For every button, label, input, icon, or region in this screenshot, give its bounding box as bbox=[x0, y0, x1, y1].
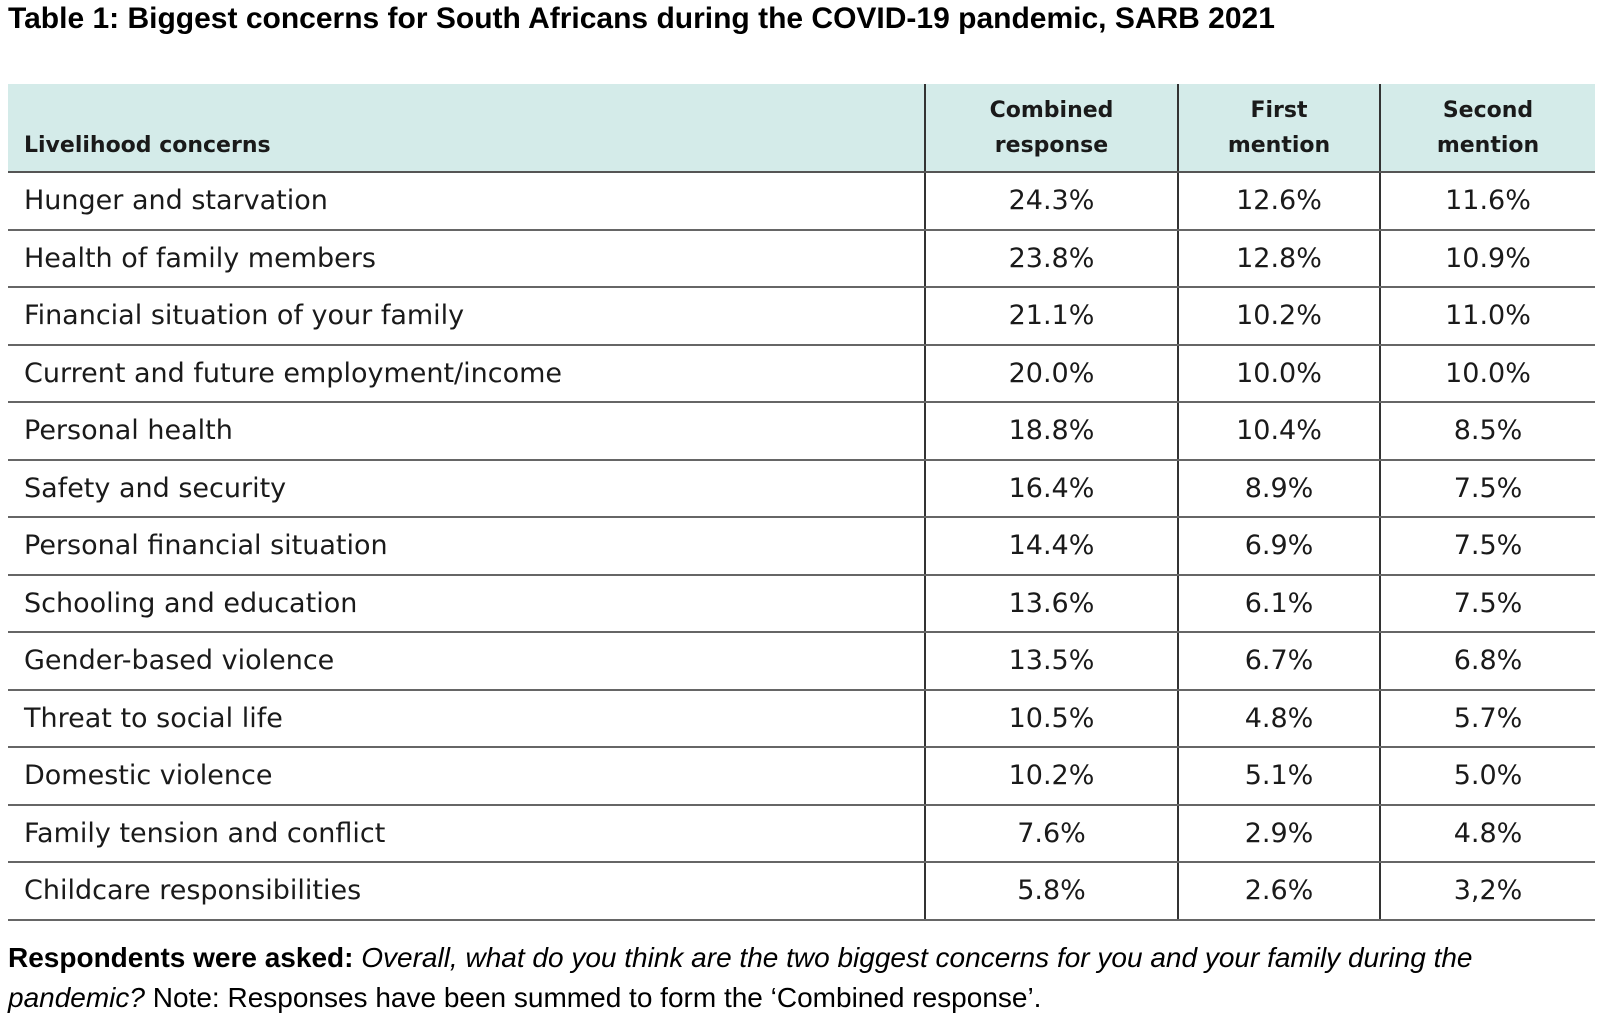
first-mention-cell: 10.4% bbox=[1177, 402, 1380, 461]
concern-cell: Personal health bbox=[8, 402, 925, 461]
second-mention-cell: 10.9% bbox=[1379, 229, 1595, 288]
combined-response-cell: 10.5% bbox=[924, 689, 1178, 748]
first-mention-cell: 12.8% bbox=[1177, 229, 1380, 288]
table-title: Table 1: Biggest concerns for South Afri… bbox=[8, 2, 1275, 35]
concern-cell: Hunger and starvation bbox=[8, 172, 925, 231]
concern-cell: Safety and security bbox=[8, 459, 925, 518]
combined-response-cell: 23.8% bbox=[924, 229, 1178, 288]
second-mention-cell: 7.5% bbox=[1379, 574, 1595, 633]
concern-cell: Domestic violence bbox=[8, 747, 925, 806]
table-row: Health of family members 23.8% 12.8% 10.9% bbox=[8, 229, 1595, 288]
header-line: Livelihood concerns bbox=[24, 133, 271, 158]
second-mention-cell: 10.0% bbox=[1379, 344, 1595, 403]
combined-response-cell: 7.6% bbox=[924, 804, 1178, 863]
table-row: Personal financial situation 14.4% 6.9% 7.5… bbox=[8, 517, 1595, 576]
table-row: Domestic violence 10.2% 5.1% 5.0% bbox=[8, 747, 1595, 806]
combined-response-cell: 13.6% bbox=[924, 574, 1178, 633]
first-mention-cell: 6.7% bbox=[1177, 632, 1380, 691]
header-line: Combined bbox=[989, 97, 1114, 123]
header-livelihood-concerns: Livelihood concerns bbox=[8, 84, 925, 173]
table-row: Childcare responsibilities 5.8% 2.6% 3,2% bbox=[8, 862, 1595, 921]
table-row: Personal health 18.8% 10.4% 8.5% bbox=[8, 402, 1595, 461]
header-line: First bbox=[1250, 97, 1308, 123]
table-header: Livelihood concerns Combined response Fi… bbox=[8, 84, 1595, 173]
second-mention-cell: 5.7% bbox=[1379, 689, 1595, 748]
second-mention-cell: 5.0% bbox=[1379, 747, 1595, 806]
concern-cell: Health of family members bbox=[8, 229, 925, 288]
concern-cell: Financial situation of your family bbox=[8, 287, 925, 346]
header-line: mention bbox=[1436, 132, 1540, 158]
combined-response-cell: 18.8% bbox=[924, 402, 1178, 461]
note-lead: Respondents were asked: bbox=[8, 942, 354, 973]
table-row: Safety and security 16.4% 8.9% 7.5% bbox=[8, 459, 1595, 518]
concern-cell: Schooling and education bbox=[8, 574, 925, 633]
first-mention-cell: 4.8% bbox=[1177, 689, 1380, 748]
second-mention-cell: 7.5% bbox=[1379, 517, 1595, 576]
first-mention-cell: 10.0% bbox=[1177, 344, 1380, 403]
concern-cell: Childcare responsibilities bbox=[8, 862, 925, 921]
second-mention-cell: 7.5% bbox=[1379, 459, 1595, 518]
concern-cell: Threat to social life bbox=[8, 689, 925, 748]
respondents-note: Respondents were asked: Overall, what do… bbox=[8, 938, 1598, 1018]
second-mention-cell: 6.8% bbox=[1379, 632, 1595, 691]
first-mention-cell: 2.6% bbox=[1177, 862, 1380, 921]
table-row: Threat to social life 10.5% 4.8% 5.7% bbox=[8, 689, 1595, 748]
table-row: Family tension and conflict 7.6% 2.9% 4.8% bbox=[8, 804, 1595, 863]
table-row: Hunger and starvation 24.3% 12.6% 11.6% bbox=[8, 172, 1595, 231]
concerns-table: Livelihood concerns Combined response Fi… bbox=[8, 84, 1595, 921]
second-mention-cell: 3,2% bbox=[1379, 862, 1595, 921]
combined-response-cell: 24.3% bbox=[924, 172, 1178, 231]
first-mention-cell: 10.2% bbox=[1177, 287, 1380, 346]
table-body: Hunger and starvation 24.3% 12.6% 11.6% Heal… bbox=[8, 172, 1595, 921]
combined-response-cell: 10.2% bbox=[924, 747, 1178, 806]
concern-cell: Gender-based violence bbox=[8, 632, 925, 691]
second-mention-cell: 8.5% bbox=[1379, 402, 1595, 461]
header-first-mention: First mention bbox=[1177, 84, 1380, 173]
first-mention-cell: 6.9% bbox=[1177, 517, 1380, 576]
second-mention-cell: 11.0% bbox=[1379, 287, 1595, 346]
first-mention-cell: 2.9% bbox=[1177, 804, 1380, 863]
second-mention-cell: 4.8% bbox=[1379, 804, 1595, 863]
header-combined-response: Combined response bbox=[924, 84, 1178, 173]
table-row: Current and future employment/income 20.0… bbox=[8, 344, 1595, 403]
header-line: Second bbox=[1442, 97, 1534, 123]
table-row: Schooling and education 13.6% 6.1% 7.5% bbox=[8, 574, 1595, 633]
note-question: Overall, what do you think are the two b… bbox=[8, 942, 1473, 1013]
concern-cell: Personal financial situation bbox=[8, 517, 925, 576]
note-text: Note: Responses have been summed to form… bbox=[152, 982, 1042, 1013]
concern-cell: Family tension and conflict bbox=[8, 804, 925, 863]
first-mention-cell: 6.1% bbox=[1177, 574, 1380, 633]
combined-response-cell: 16.4% bbox=[924, 459, 1178, 518]
combined-response-cell: 13.5% bbox=[924, 632, 1178, 691]
first-mention-cell: 8.9% bbox=[1177, 459, 1380, 518]
table-row: Financial situation of your family 21.1% 1… bbox=[8, 287, 1595, 346]
table-row: Gender-based violence 13.5% 6.7% 6.8% bbox=[8, 632, 1595, 691]
combined-response-cell: 5.8% bbox=[924, 862, 1178, 921]
header-line: mention bbox=[1227, 132, 1331, 158]
second-mention-cell: 11.6% bbox=[1379, 172, 1595, 231]
combined-response-cell: 21.1% bbox=[924, 287, 1178, 346]
combined-response-cell: 14.4% bbox=[924, 517, 1178, 576]
header-line: response bbox=[994, 132, 1109, 158]
concern-cell: Current and future employment/income bbox=[8, 344, 925, 403]
combined-response-cell: 20.0% bbox=[924, 344, 1178, 403]
header-row: Livelihood concerns Combined response Fi… bbox=[8, 84, 1595, 173]
first-mention-cell: 5.1% bbox=[1177, 747, 1380, 806]
first-mention-cell: 12.6% bbox=[1177, 172, 1380, 231]
header-second-mention: Second mention bbox=[1379, 84, 1595, 173]
